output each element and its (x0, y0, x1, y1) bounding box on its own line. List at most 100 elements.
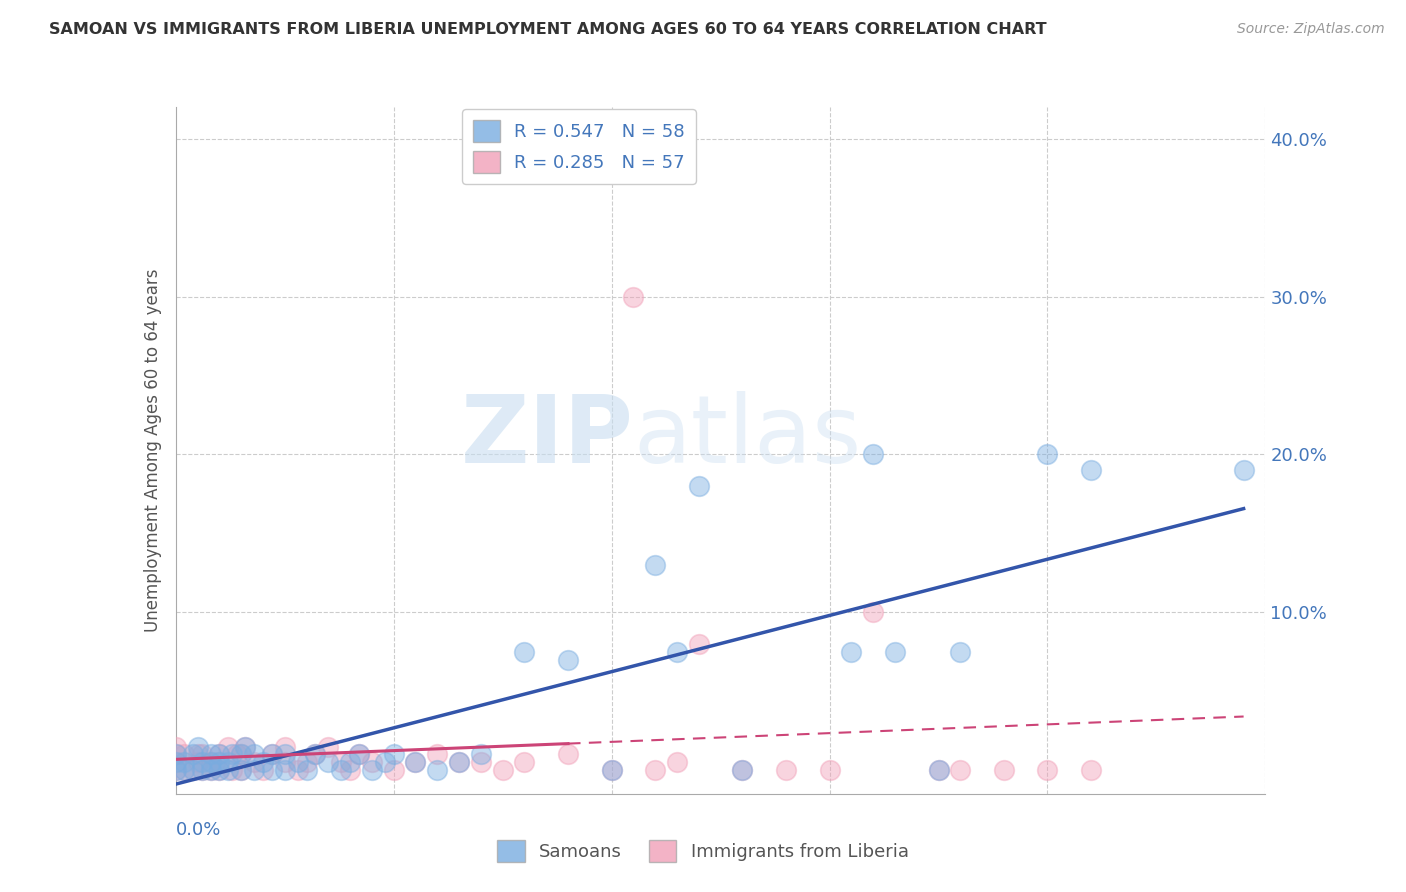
Point (173, 747, 195, 762)
Point (274, 739, 297, 754)
Point (644, 558, 666, 572)
Point (260, 763, 283, 777)
Point (1036, 763, 1059, 777)
Point (274, 763, 297, 777)
Point (818, 763, 841, 777)
Point (287, 756, 309, 770)
Point (181, 763, 204, 777)
Text: Source: ZipAtlas.com: Source: ZipAtlas.com (1237, 22, 1385, 37)
Point (731, 763, 754, 777)
Point (295, 756, 318, 770)
Point (181, 747, 204, 762)
Point (318, 739, 340, 754)
Point (221, 763, 243, 777)
Point (339, 756, 361, 770)
Point (235, 739, 257, 754)
Point (688, 637, 710, 651)
Point (165, 763, 187, 777)
Point (405, 756, 427, 770)
Point (644, 763, 666, 777)
Point (252, 763, 274, 777)
Point (949, 763, 972, 777)
Legend: Samoans, Immigrants from Liberia: Samoans, Immigrants from Liberia (491, 833, 915, 870)
Point (191, 763, 214, 777)
Point (208, 756, 231, 770)
Point (217, 756, 239, 770)
Point (1232, 463, 1256, 477)
Point (200, 763, 222, 777)
Point (862, 447, 884, 461)
Point (360, 756, 382, 770)
Point (200, 756, 222, 770)
Text: ZIP: ZIP (461, 391, 633, 483)
Point (775, 763, 797, 777)
Point (208, 756, 231, 770)
Point (165, 747, 187, 762)
Point (217, 763, 239, 777)
Point (928, 763, 950, 777)
Point (274, 756, 297, 770)
Point (382, 763, 405, 777)
Point (426, 763, 449, 777)
Point (884, 645, 907, 659)
Point (221, 747, 243, 762)
Point (731, 763, 754, 777)
Point (200, 763, 222, 777)
Point (295, 763, 318, 777)
Point (208, 747, 231, 762)
Point (208, 747, 231, 762)
Point (304, 747, 326, 762)
Point (208, 763, 231, 777)
Point (165, 747, 187, 762)
Point (447, 756, 470, 770)
Point (382, 747, 405, 762)
Point (557, 747, 579, 762)
Point (688, 479, 710, 493)
Point (274, 747, 297, 762)
Text: 0.0%: 0.0% (176, 822, 221, 839)
Point (374, 756, 396, 770)
Point (200, 756, 222, 770)
Point (304, 747, 326, 762)
Point (287, 763, 309, 777)
Point (928, 763, 950, 777)
Point (186, 739, 209, 754)
Point (231, 763, 253, 777)
Point (165, 739, 187, 754)
Point (260, 747, 283, 762)
Point (186, 747, 209, 762)
Y-axis label: Unemployment Among Ages 60 to 64 years: Unemployment Among Ages 60 to 64 years (143, 268, 162, 632)
Point (243, 756, 266, 770)
Point (235, 739, 257, 754)
Point (841, 645, 863, 659)
Point (666, 756, 689, 770)
Point (1080, 763, 1102, 777)
Point (191, 756, 214, 770)
Point (318, 756, 340, 770)
Text: atlas: atlas (633, 391, 862, 483)
Point (426, 747, 449, 762)
Point (347, 747, 370, 762)
Point (231, 747, 253, 762)
Legend: R = 0.547   N = 58, R = 0.285   N = 57: R = 0.547 N = 58, R = 0.285 N = 57 (463, 109, 696, 184)
Point (360, 763, 382, 777)
Point (862, 605, 884, 619)
Point (243, 763, 266, 777)
Point (513, 756, 536, 770)
Point (557, 653, 579, 667)
Point (330, 763, 353, 777)
Point (231, 747, 253, 762)
Point (470, 756, 492, 770)
Point (600, 763, 623, 777)
Point (1080, 463, 1102, 477)
Point (252, 756, 274, 770)
Point (339, 763, 361, 777)
Point (405, 756, 427, 770)
Point (1036, 447, 1059, 461)
Point (513, 645, 536, 659)
Point (173, 756, 195, 770)
Point (191, 747, 214, 762)
Point (347, 747, 370, 762)
Point (231, 763, 253, 777)
Point (243, 747, 266, 762)
